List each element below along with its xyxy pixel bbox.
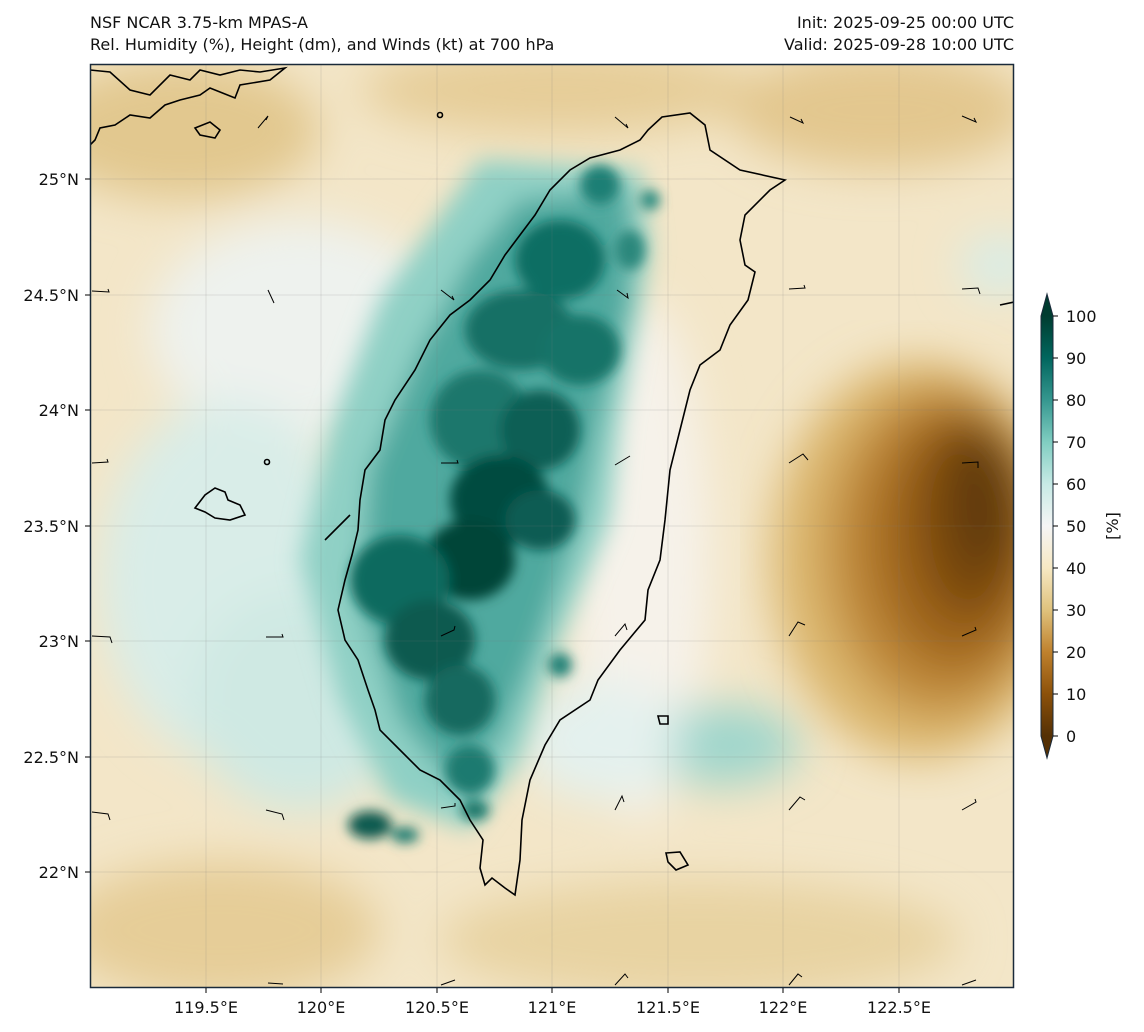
lon-label: 119.5°E [174, 998, 238, 1017]
islet-dot [436, 111, 444, 119]
wind-barbs [91, 115, 981, 986]
title-right: Init: 2025-09-25 00:00 UTC Valid: 2025-0… [784, 12, 1014, 56]
lon-label: 120°E [297, 998, 346, 1017]
lat-label: 23°N [39, 632, 79, 651]
coastlines [90, 66, 1014, 897]
lat-label: 24°N [39, 401, 79, 420]
colorbar-gradient [1041, 316, 1053, 736]
colorbar-tick: 80 [1066, 391, 1086, 410]
lon-label: 122°E [759, 998, 808, 1017]
colorbar-max-extend [1041, 294, 1053, 316]
lon-label: 121.5°E [636, 998, 700, 1017]
mainland-coastline [90, 66, 288, 146]
lon-label: 122.5°E [867, 998, 931, 1017]
lat-label: 22.5°N [23, 748, 79, 767]
colorbar-tick: 50 [1066, 517, 1086, 536]
colorbar: 100 90 80 70 60 50 40 30 20 10 0 [%] [1040, 292, 1122, 760]
penghu-islet [324, 514, 351, 541]
colorbar-tick: 20 [1066, 643, 1086, 662]
map-frame [89, 63, 1015, 989]
graticule [90, 64, 1014, 988]
lat-label: 25°N [39, 170, 79, 189]
y-axis: 25°N 24.5°N 24°N 23.5°N 23°N 22.5°N 22°N [23, 170, 90, 882]
lat-label: 22°N [39, 863, 79, 882]
x-axis: 119.5°E 120°E 120.5°E 121°E 121.5°E 122°… [174, 988, 931, 1017]
colorbar-tick: 70 [1066, 433, 1086, 452]
colorbar-tick: 30 [1066, 601, 1086, 620]
lon-label: 120.5°E [405, 998, 469, 1017]
taiwan-coastline [337, 112, 788, 897]
mainland-islet [193, 121, 222, 139]
colorbar-tick: 40 [1066, 559, 1086, 578]
model-name: NSF NCAR 3.75-km MPAS-A [90, 13, 308, 32]
lat-label: 24.5°N [23, 286, 79, 305]
east-edge-land [999, 301, 1014, 306]
colorbar-tick: 60 [1066, 475, 1086, 494]
init-time: Init: 2025-09-25 00:00 UTC [796, 13, 1014, 32]
field-description: Rel. Humidity (%), Height (dm), and Wind… [90, 35, 555, 54]
colorbar-unit-label: [%] [1103, 512, 1122, 540]
ludao-coastline [656, 715, 669, 725]
lon-label: 121°E [528, 998, 577, 1017]
lanyu-coastline [665, 851, 690, 871]
penghu-coastline [193, 487, 247, 521]
colorbar-min-extend [1041, 736, 1053, 758]
islet-dot [263, 458, 271, 466]
colorbar-tick: 0 [1066, 727, 1076, 746]
colorbar-tick: 90 [1066, 349, 1086, 368]
valid-time: Valid: 2025-09-28 10:00 UTC [783, 35, 1014, 54]
colorbar-tick: 10 [1066, 685, 1086, 704]
title-left: NSF NCAR 3.75-km MPAS-A Rel. Humidity (%… [90, 12, 554, 56]
lat-label: 23.5°N [23, 517, 79, 536]
humidity-field [90, 64, 1014, 988]
colorbar-tick: 100 [1066, 307, 1097, 326]
